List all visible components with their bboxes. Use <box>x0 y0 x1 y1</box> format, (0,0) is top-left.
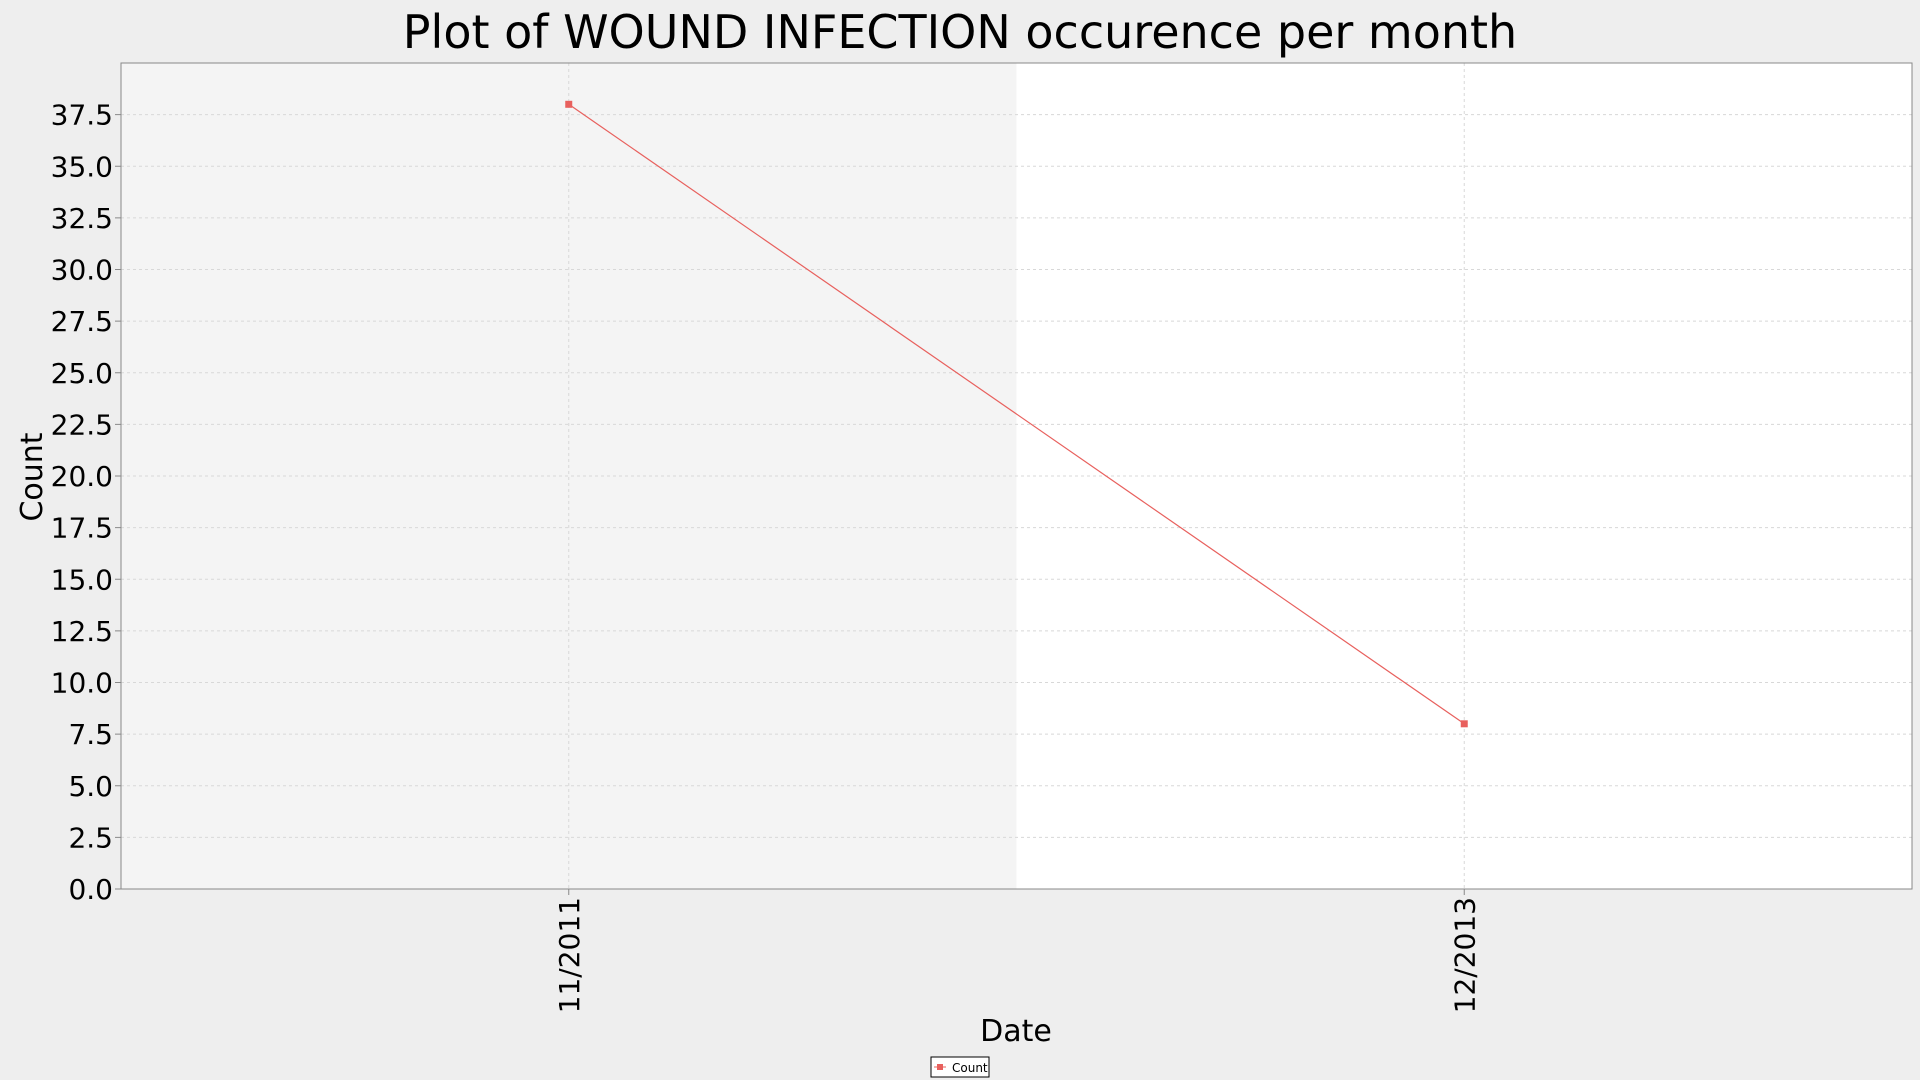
legend: Count <box>930 1056 990 1078</box>
legend-label: Count <box>952 1061 988 1075</box>
chart-title: Plot of WOUND INFECTION occurence per mo… <box>403 5 1517 59</box>
y-tick-label: 35.0 <box>51 150 113 183</box>
y-tick-label: 2.5 <box>68 821 113 854</box>
y-axis-label: Count <box>15 432 50 521</box>
series-line <box>568 103 1465 725</box>
x-tick-label: 12/2013 <box>1448 897 1481 1013</box>
x-axis-label: Date <box>980 1014 1052 1049</box>
y-tick-label: 32.5 <box>51 202 113 235</box>
y-tick-label: 25.0 <box>51 357 113 390</box>
y-tick-label: 15.0 <box>51 563 113 596</box>
y-tick-label: 27.5 <box>51 305 113 338</box>
x-axis-ticks: 11/2011 12/2013 <box>553 889 1481 1013</box>
y-tick-label: 37.5 <box>51 99 113 132</box>
gridlines <box>121 63 1912 889</box>
y-tick-label: 20.0 <box>51 460 113 493</box>
y-tick-label: 12.5 <box>51 615 113 648</box>
legend-box <box>930 1056 990 1078</box>
y-tick-label: 0.0 <box>68 873 113 906</box>
y-tick-label: 5.0 <box>68 770 113 803</box>
series-layer <box>565 100 1468 728</box>
y-tick-label: 22.5 <box>51 408 113 441</box>
y-tick-label: 17.5 <box>51 512 113 545</box>
data-point <box>1460 720 1468 728</box>
x-tick-label: 11/2011 <box>553 897 586 1013</box>
data-point <box>565 100 573 108</box>
y-tick-label: 7.5 <box>68 718 113 751</box>
y-tick-label: 10.0 <box>51 667 113 700</box>
y-axis-ticks: 0.0 2.5 5.0 7.5 10.0 12.5 15.0 17.5 20.0 22.5 25.0… <box>51 99 121 906</box>
y-tick-label: 30.0 <box>51 254 113 287</box>
